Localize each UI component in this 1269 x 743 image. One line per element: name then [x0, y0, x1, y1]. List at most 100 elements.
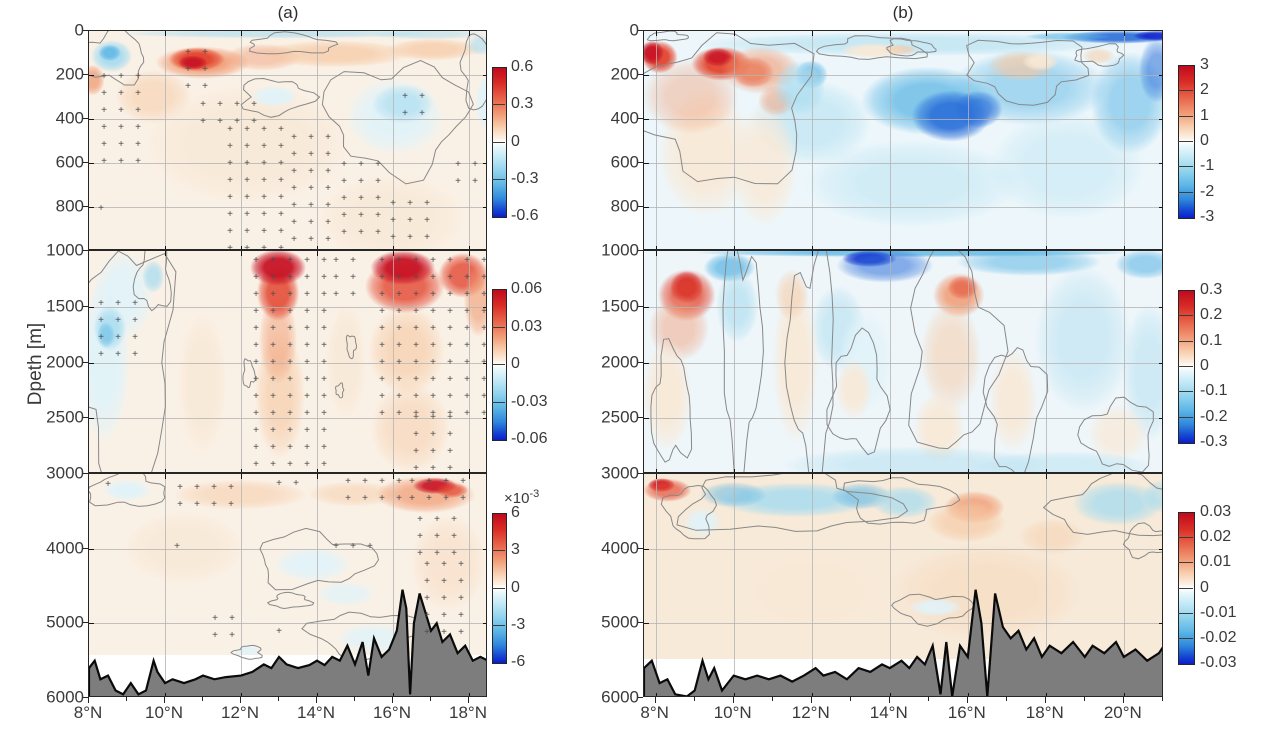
- axis-tick-inner: [733, 246, 735, 249]
- axis-tick-inner: [483, 163, 486, 164]
- x-minor-tick-mark: [354, 697, 355, 701]
- axis-tick-inner: [644, 362, 649, 364]
- axis-tick-inner: [165, 693, 166, 696]
- grid-line-vertical: [469, 474, 470, 696]
- axis-tick-inner: [811, 469, 813, 472]
- y-tick-label: 3000: [601, 463, 639, 483]
- grid-line-horizontal: [89, 119, 486, 120]
- colorbar-label: -0.02: [1200, 628, 1237, 646]
- colorbar-label: 1: [1200, 106, 1209, 124]
- axis-tick-inner: [393, 469, 394, 472]
- axis-tick-inner: [317, 469, 318, 472]
- colorbar-tick: [1178, 537, 1193, 539]
- contour-layer: [650, 251, 1154, 472]
- colorbar-label: 0: [511, 578, 520, 596]
- y-tick-label: 800: [55, 196, 84, 216]
- axis-tick-inner: [89, 418, 94, 420]
- axis-tick-inner: [1159, 75, 1162, 76]
- zero-contour-line: [815, 35, 928, 60]
- y-tick-label: 400: [55, 108, 84, 128]
- x-tick-label: 18°N: [449, 703, 487, 722]
- y-tick-mark: [638, 250, 643, 251]
- x-tick-mark: [88, 697, 89, 703]
- grid-line-vertical: [655, 31, 657, 249]
- axis-tick-inner: [483, 306, 486, 308]
- grid-line-vertical: [889, 31, 891, 249]
- y-tick-label: 1000: [601, 240, 639, 260]
- colorbar-tick: [1178, 391, 1193, 393]
- axis-tick-inner: [889, 31, 891, 36]
- zero-contour-line: [886, 38, 937, 57]
- axis-tick-inner: [889, 469, 891, 472]
- y-tick-mark: [83, 361, 88, 363]
- zero-contour-line: [843, 477, 961, 525]
- axis-tick-inner: [89, 207, 94, 208]
- grid-line-vertical: [655, 474, 657, 696]
- x-tick-mark: [1122, 697, 1124, 703]
- colorbar-label: 3: [1200, 56, 1209, 73]
- axis-tick-inner: [644, 306, 649, 308]
- y-tick-mark: [638, 697, 643, 698]
- y-tick-mark: [638, 30, 643, 31]
- axis-tick-inner: [317, 474, 318, 479]
- axis-tick-inner: [317, 251, 318, 256]
- axis-tick-inner: [967, 251, 969, 256]
- grid-line-vertical: [967, 251, 969, 472]
- zero-contour-line: [908, 251, 1009, 450]
- colorbar: [492, 289, 507, 441]
- grid-line-horizontal: [644, 548, 1162, 550]
- x-minor-tick-mark: [1005, 697, 1007, 701]
- x-tick-label: 14°N: [297, 703, 335, 722]
- axis-tick-inner: [889, 693, 891, 696]
- axis-tick-inner: [317, 31, 318, 36]
- colorbar-tick: [1178, 587, 1193, 589]
- axis-tick-inner: [469, 469, 470, 472]
- zero-contour-line: [660, 484, 718, 540]
- axis-tick-inner: [165, 31, 166, 36]
- bathymetry-profile: [89, 589, 486, 696]
- axis-tick-inner: [1159, 119, 1162, 120]
- colorbar-label: 0.01: [1200, 553, 1232, 571]
- axis-tick-inner: [241, 251, 242, 256]
- axis-tick-inner: [1045, 469, 1047, 472]
- x-tick-label: 18°N: [1025, 703, 1064, 722]
- colorbar-label: 0: [511, 355, 520, 372]
- axis-tick-inner: [811, 474, 813, 479]
- x-tick-label: 12°N: [791, 703, 830, 722]
- colorbar-label: -1: [1200, 157, 1215, 175]
- axis-tick-inner: [1123, 693, 1125, 696]
- zero-contour-line: [966, 39, 1090, 106]
- heatmap-band: [643, 473, 1163, 697]
- axis-tick-inner: [967, 474, 969, 479]
- axis-tick-inner: [811, 246, 813, 249]
- x-tick-mark: [316, 697, 317, 703]
- colorbar-label: 0.03: [1200, 503, 1232, 520]
- grid-line-vertical: [165, 251, 166, 472]
- axis-tick-inner: [733, 31, 735, 36]
- axis-tick-inner: [1045, 693, 1047, 696]
- y-tick-mark: [83, 118, 88, 119]
- x-minor-tick-mark: [1083, 697, 1085, 701]
- x-tick-mark: [468, 697, 469, 703]
- axis-tick-inner: [1123, 469, 1125, 472]
- colorbar: [1178, 65, 1195, 219]
- colorbar: [492, 513, 507, 664]
- y-tick-label: 5000: [46, 612, 84, 632]
- grid-line-vertical: [317, 31, 318, 249]
- heatmap-band: + + + + + + + + + + + + + + + + + + + + + + + + + + + + + + + + + + + + + + + +…: [88, 250, 487, 473]
- axis-tick-inner: [241, 469, 242, 472]
- axis-tick-inner: [469, 474, 470, 479]
- axis-tick-inner: [89, 362, 94, 364]
- axis-tick-inner: [644, 418, 649, 420]
- axis-tick-inner: [241, 693, 242, 696]
- y-tick-label: 0: [629, 20, 639, 40]
- colorbar-tick: [492, 141, 505, 143]
- colorbar-label: -6: [511, 653, 526, 670]
- axis-tick-inner: [483, 75, 486, 76]
- axis-tick-inner: [967, 469, 969, 472]
- x-tick-mark: [1044, 697, 1046, 703]
- heatmap-band: [643, 250, 1163, 473]
- colorbar-label: 0.2: [1200, 306, 1223, 324]
- zero-contour-line: [459, 33, 486, 111]
- grid-line-vertical: [317, 251, 318, 472]
